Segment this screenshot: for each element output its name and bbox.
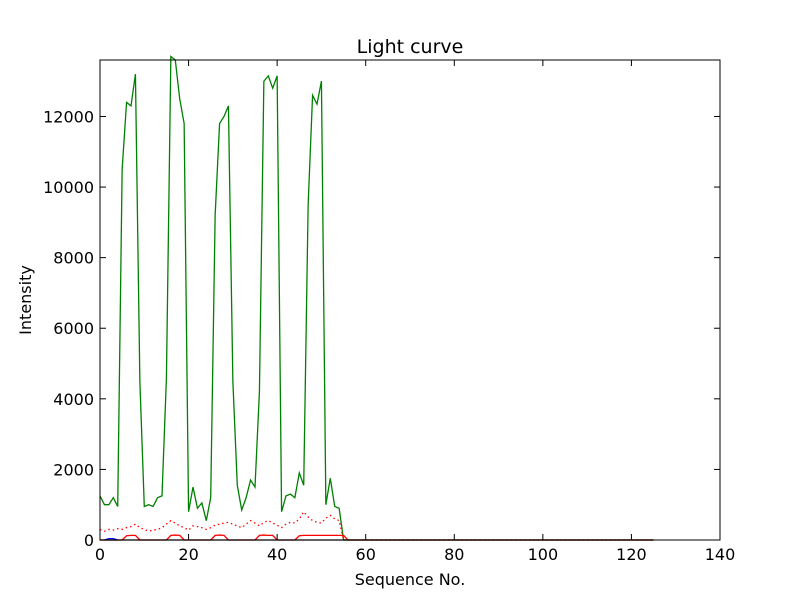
series-line-1 <box>99 510 654 541</box>
series-line-0 <box>99 55 654 541</box>
y-tick-label: 12000 <box>43 107 94 126</box>
x-tick-label: 100 <box>528 545 559 564</box>
x-tick-label: 40 <box>267 545 287 564</box>
x-tick-label: 120 <box>616 545 647 564</box>
tick-layer: 0 20 40 60 80 100 120 140 0 2000 4000 6000 8000 10000… <box>43 60 735 564</box>
x-tick-label: 80 <box>444 545 464 564</box>
y-tick-label: 4000 <box>53 390 94 409</box>
y-tick-label: 10000 <box>43 178 94 197</box>
y-axis-title: Intensity <box>16 265 35 335</box>
y-tick-label: 6000 <box>53 319 94 338</box>
y-tick-label: 8000 <box>53 249 94 268</box>
x-axis-title: Sequence No. <box>355 570 466 589</box>
chart-title: Light curve <box>357 36 464 58</box>
y-tick-label: 2000 <box>53 460 94 479</box>
series-line-2 <box>100 534 654 541</box>
series-line-3 <box>104 537 118 541</box>
x-tick-label: 60 <box>356 545 376 564</box>
y-tick-label: 0 <box>84 531 94 550</box>
x-tick-label: 0 <box>95 545 105 564</box>
series-layer <box>99 55 654 541</box>
x-tick-label: 20 <box>178 545 198 564</box>
plot-frame <box>99 59 721 541</box>
x-tick-label: 140 <box>705 545 736 564</box>
